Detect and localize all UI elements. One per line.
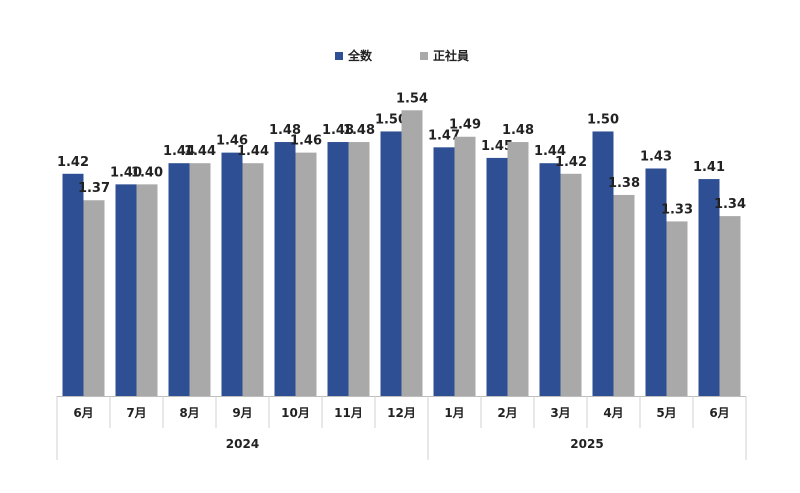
bar-seishain-10 (560, 173, 582, 396)
data-label-zensu-2: 1.40 (110, 165, 142, 180)
data-label-seishain-5: 1.46 (290, 134, 322, 149)
x-tick-label-4: 9月 (232, 406, 252, 420)
bar-seishain-13 (719, 216, 741, 396)
x-tick-label-5: 10月 (281, 406, 310, 420)
data-label-seishain-12: 1.33 (661, 202, 693, 217)
x-tick-label-8: 1月 (444, 406, 464, 420)
bar-zensu-7 (380, 131, 402, 397)
bar-zensu-10 (539, 163, 561, 396)
x-tick-label-10: 3月 (550, 406, 570, 420)
x-tick-label-12: 5月 (656, 406, 676, 420)
data-label-seishain-4: 1.44 (237, 144, 269, 159)
data-label-seishain-10: 1.42 (555, 155, 587, 170)
bar-zensu-13 (698, 179, 720, 396)
bar-zensu-2 (115, 184, 137, 396)
data-label-zensu-1: 1.42 (57, 155, 89, 170)
bar-seishain-11 (613, 194, 635, 396)
data-label-zensu-5: 1.48 (269, 123, 301, 138)
bar-seishain-1 (83, 200, 105, 396)
x-tick-label-2: 7月 (126, 406, 146, 420)
bar-seishain-5 (295, 152, 317, 396)
legend-label-1: 全数 (347, 48, 373, 63)
bar-seishain-9 (507, 142, 529, 396)
bar-zensu-11 (592, 131, 614, 397)
data-label-seishain-8: 1.49 (449, 118, 481, 133)
legend-label-2: 正社員 (433, 48, 469, 63)
data-label-seishain-2: 1.40 (131, 165, 163, 180)
data-label-zensu-4: 1.46 (216, 134, 248, 149)
bar-zensu-5 (274, 142, 296, 396)
bar-seishain-2 (136, 184, 158, 396)
bar-seishain-8 (454, 136, 476, 396)
data-label-seishain-3: 1.44 (184, 144, 216, 159)
data-label-zensu-6: 1.48 (322, 123, 354, 138)
bar-zensu-3 (168, 163, 190, 396)
data-label-seishain-6: 1.48 (343, 123, 375, 138)
data-label-seishain-7: 1.54 (396, 91, 428, 106)
x-tick-label-11: 4月 (603, 406, 623, 420)
data-label-zensu-11: 1.50 (587, 112, 619, 127)
group-label-2024: 2024 (226, 437, 259, 451)
bar-seishain-3 (189, 163, 211, 396)
data-label-zensu-8: 1.47 (428, 128, 460, 143)
data-label-zensu-3: 1.44 (163, 144, 195, 159)
bar-zensu-4 (221, 152, 243, 396)
x-tick-label-7: 12月 (387, 406, 416, 420)
data-label-seishain-1: 1.37 (78, 181, 110, 196)
bar-zensu-6 (327, 142, 349, 396)
data-label-seishain-9: 1.48 (502, 123, 534, 138)
data-label-seishain-13: 1.34 (714, 197, 746, 212)
data-label-zensu-12: 1.43 (640, 149, 672, 164)
data-label-zensu-10: 1.44 (534, 144, 566, 159)
bar-zensu-12 (645, 168, 667, 396)
data-label-zensu-9: 1.45 (481, 139, 513, 154)
bar-seishain-12 (666, 221, 688, 396)
data-label-zensu-13: 1.41 (693, 160, 725, 175)
bar-zensu-1 (62, 173, 84, 396)
bar-zensu-9 (486, 157, 508, 396)
x-tick-label-9: 2月 (497, 406, 517, 420)
bar-zensu-8 (433, 147, 455, 396)
x-tick-label-3: 8月 (179, 406, 199, 420)
bar-seishain-4 (242, 163, 264, 396)
bar-seishain-6 (348, 142, 370, 396)
data-label-zensu-7: 1.50 (375, 112, 407, 127)
legend-swatch-1 (335, 52, 343, 60)
legend-swatch-2 (420, 52, 428, 60)
group-label-2025: 2025 (570, 437, 603, 451)
x-tick-label-6: 11月 (334, 406, 363, 420)
data-label-seishain-11: 1.38 (608, 176, 640, 191)
x-tick-label-13: 6月 (709, 406, 729, 420)
bar-seishain-7 (401, 110, 423, 397)
x-tick-label-1: 6月 (73, 406, 93, 420)
